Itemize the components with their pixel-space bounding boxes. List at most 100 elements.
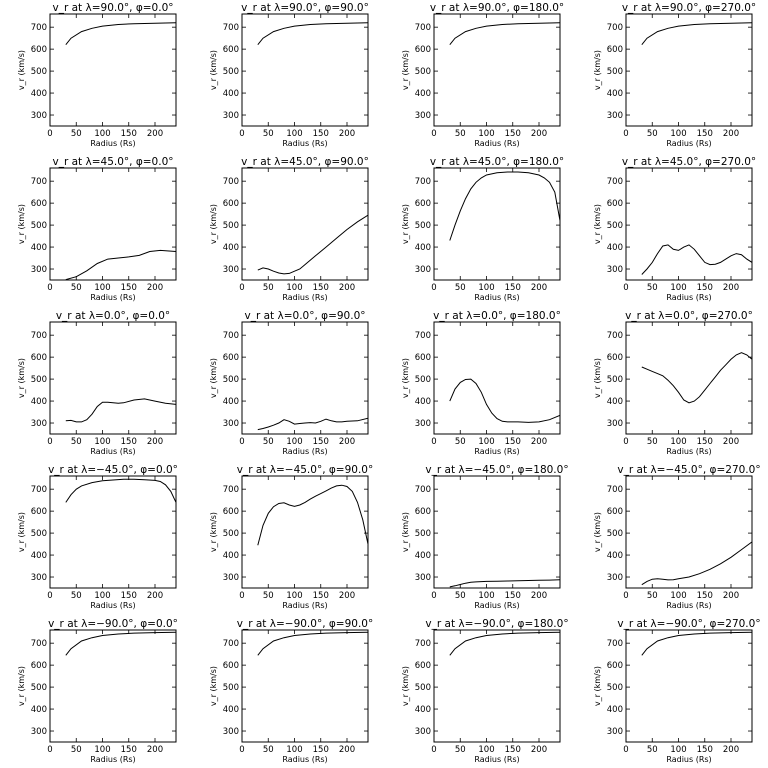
- plot-frame: [49, 167, 177, 281]
- y-tick-label: 400: [607, 397, 623, 407]
- y-tick-label: 500: [31, 683, 47, 693]
- x-axis-label: Radius (Rs): [90, 447, 135, 456]
- series-line: [257, 417, 368, 431]
- series-line: [65, 631, 176, 656]
- x-tick-label: 200: [531, 283, 547, 293]
- chart-panel: v_r at λ=−90.0°, φ=90.0° 0 50 100 150 200 300 4…: [209, 618, 373, 764]
- x-tick-label: 50: [71, 283, 82, 293]
- y-tick-label: 300: [223, 573, 239, 583]
- chart-title: v_r at λ=−90.0°, φ=270.0°: [617, 618, 760, 630]
- x-axis-label: Radius (Rs): [666, 139, 711, 148]
- chart-title: v_r at λ=−45.0°, φ=180.0°: [425, 464, 568, 476]
- x-axis-label: Radius (Rs): [474, 601, 519, 610]
- y-axis-label: v_r (km/s): [17, 50, 26, 90]
- series-line: [65, 398, 176, 423]
- chart-title: v_r at λ=90.0°, φ=90.0°: [241, 2, 369, 14]
- y-tick-label: 300: [31, 419, 47, 429]
- x-axis-label: Radius (Rs): [282, 755, 327, 764]
- x-tick-label: 100: [670, 129, 686, 139]
- y-tick-label: 700: [607, 485, 623, 495]
- y-tick-label: 500: [223, 375, 239, 385]
- x-tick-label: 150: [697, 437, 713, 447]
- x-tick-label: 50: [263, 283, 274, 293]
- y-tick-label: 400: [223, 397, 239, 407]
- y-tick-label: 300: [607, 573, 623, 583]
- x-tick-label: 50: [455, 129, 466, 139]
- y-axis-label: v_r (km/s): [209, 666, 218, 706]
- x-axis-label: Radius (Rs): [90, 139, 135, 148]
- x-tick-label: 50: [647, 591, 658, 601]
- x-tick-label: 100: [94, 437, 110, 447]
- plot-frame: [433, 167, 561, 281]
- x-tick-label: 50: [455, 283, 466, 293]
- y-tick-label: 700: [607, 331, 623, 341]
- y-tick-label: 700: [31, 177, 47, 187]
- y-tick-label: 700: [223, 331, 239, 341]
- x-tick-label: 0: [623, 591, 628, 601]
- y-axis-label: v_r (km/s): [401, 512, 410, 552]
- x-axis-label: Radius (Rs): [474, 755, 519, 764]
- y-tick-label: 300: [31, 573, 47, 583]
- x-tick-label: 50: [71, 129, 82, 139]
- x-tick-label: 150: [121, 591, 137, 601]
- x-axis-label: Radius (Rs): [282, 447, 327, 456]
- x-tick-label: 150: [121, 745, 137, 755]
- x-tick-label: 200: [339, 129, 355, 139]
- chart-panel: v_r at λ=0.0°, φ=180.0° 0 50 100 150 200 300 40…: [401, 310, 561, 456]
- chart-title: v_r at λ=−90.0°, φ=180.0°: [425, 618, 568, 630]
- chart-title: v_r at λ=−90.0°, φ=90.0°: [237, 618, 373, 630]
- x-tick-label: 150: [313, 591, 329, 601]
- chart-title: v_r at λ=0.0°, φ=0.0°: [56, 310, 170, 322]
- y-tick-label: 400: [223, 89, 239, 99]
- x-tick-label: 200: [339, 283, 355, 293]
- x-tick-label: 0: [239, 745, 244, 755]
- plot-frame: [625, 13, 753, 127]
- y-tick-label: 400: [223, 243, 239, 253]
- x-tick-label: 100: [286, 283, 302, 293]
- y-tick-label: 600: [415, 507, 431, 517]
- x-tick-label: 0: [623, 283, 628, 293]
- y-tick-label: 300: [607, 727, 623, 737]
- chart-panel: v_r at λ=90.0°, φ=180.0° 0 50 100 150 200 300 4…: [401, 2, 564, 148]
- chart-panel: v_r at λ=45.0°, φ=180.0° 0 50 100 150 200 300 4…: [401, 156, 564, 302]
- x-axis-label: Radius (Rs): [474, 447, 519, 456]
- y-tick-label: 700: [415, 177, 431, 187]
- x-tick-label: 150: [505, 745, 521, 755]
- x-tick-label: 50: [263, 591, 274, 601]
- x-tick-label: 0: [47, 437, 52, 447]
- y-tick-label: 300: [415, 727, 431, 737]
- x-tick-label: 150: [697, 129, 713, 139]
- series-line: [641, 541, 752, 586]
- plot-frame: [49, 475, 177, 589]
- y-tick-label: 600: [607, 199, 623, 209]
- x-tick-label: 100: [670, 283, 686, 293]
- x-tick-label: 50: [263, 745, 274, 755]
- y-tick-label: 300: [415, 573, 431, 583]
- x-tick-label: 50: [71, 591, 82, 601]
- chart-title: v_r at λ=−45.0°, φ=0.0°: [48, 464, 178, 476]
- x-tick-label: 200: [531, 437, 547, 447]
- chart-title: v_r at λ=45.0°, φ=90.0°: [241, 156, 369, 168]
- y-tick-label: 300: [223, 727, 239, 737]
- x-axis-label: Radius (Rs): [90, 601, 135, 610]
- x-tick-label: 200: [531, 745, 547, 755]
- x-tick-label: 200: [723, 591, 739, 601]
- y-tick-label: 600: [223, 45, 239, 55]
- y-axis-label: v_r (km/s): [593, 358, 602, 398]
- chart-title: v_r at λ=90.0°, φ=0.0°: [53, 2, 174, 14]
- y-tick-label: 500: [607, 375, 623, 385]
- x-tick-label: 50: [647, 129, 658, 139]
- y-tick-label: 600: [607, 45, 623, 55]
- x-tick-label: 0: [431, 283, 436, 293]
- x-tick-label: 100: [478, 437, 494, 447]
- y-axis-label: v_r (km/s): [209, 204, 218, 244]
- chart-title: v_r at λ=90.0°, φ=180.0°: [430, 2, 564, 14]
- x-axis-label: Radius (Rs): [474, 293, 519, 302]
- y-tick-label: 300: [607, 265, 623, 275]
- y-tick-label: 300: [607, 111, 623, 121]
- x-tick-label: 100: [94, 283, 110, 293]
- series-line: [641, 22, 752, 46]
- x-axis-label: Radius (Rs): [666, 601, 711, 610]
- chart-panel: v_r at λ=45.0°, φ=0.0° 0 50 100 150 200 300 400…: [17, 156, 177, 302]
- y-axis-label: v_r (km/s): [401, 204, 410, 244]
